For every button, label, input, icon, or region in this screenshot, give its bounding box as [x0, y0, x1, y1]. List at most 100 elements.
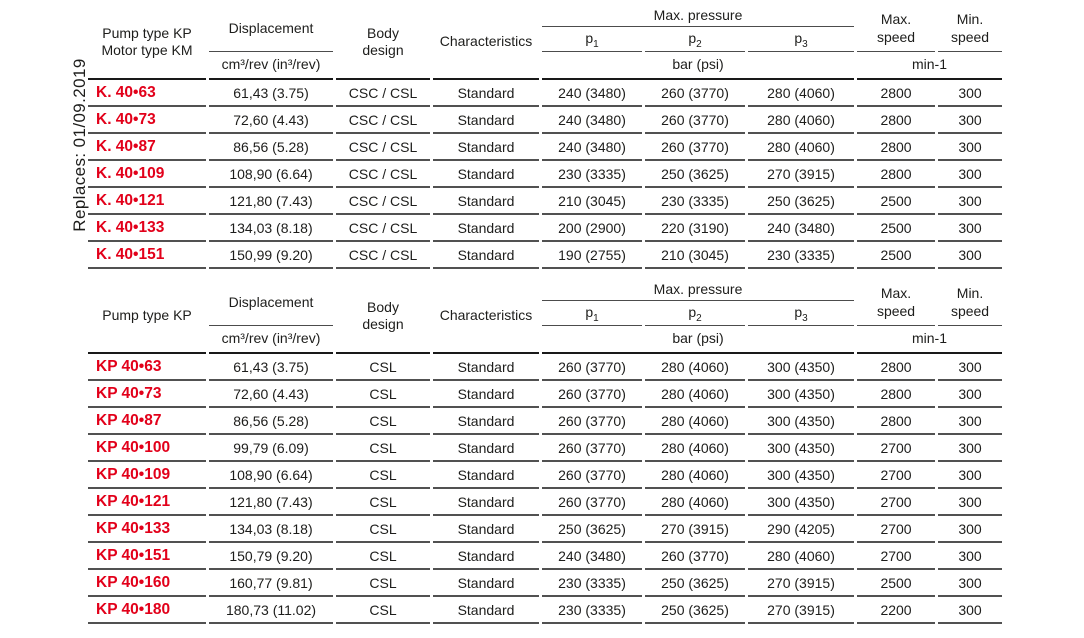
cell-p1: 260 (3770): [542, 354, 642, 381]
col-header-p1: p1: [542, 301, 642, 326]
col-header-pump-type-line1: Pump type KP: [102, 24, 192, 41]
cell-p1: 240 (3480): [542, 543, 642, 570]
cell-type: K. 40•121: [88, 188, 206, 215]
cell-min-speed: 300: [938, 80, 1003, 107]
cell-characteristics: Standard: [433, 215, 539, 242]
cell-min-speed: 300: [938, 597, 1003, 624]
cell-characteristics: Standard: [433, 570, 539, 597]
cell-type: K. 40•151: [88, 242, 206, 269]
cell-characteristics: Standard: [433, 354, 539, 381]
col-header-p3: p3: [748, 301, 855, 326]
col-header-max-pressure: Max. pressure: [542, 280, 855, 301]
cell-p1: 250 (3625): [542, 516, 642, 543]
cell-displacement: 121,80 (7.43): [209, 489, 333, 516]
cell-min-speed: 300: [938, 489, 1003, 516]
cell-characteristics: Standard: [433, 543, 539, 570]
cell-type: KP 40•73: [88, 381, 206, 408]
cell-max-speed: 2800: [857, 408, 936, 435]
cell-characteristics: Standard: [433, 242, 539, 269]
cell-p2: 280 (4060): [645, 435, 745, 462]
cell-characteristics: Standard: [433, 462, 539, 489]
cell-body: CSL: [336, 597, 430, 624]
cell-max-speed: 2700: [857, 489, 936, 516]
cell-p2: 260 (3770): [645, 80, 745, 107]
cell-min-speed: 300: [938, 408, 1003, 435]
cell-p3: 240 (3480): [748, 215, 855, 242]
cell-p3: 300 (4350): [748, 408, 855, 435]
unit-displacement: cm³/rev (in³/rev): [209, 52, 333, 80]
cell-p3: 270 (3915): [748, 570, 855, 597]
cell-p1: 260 (3770): [542, 462, 642, 489]
table-row: KP 40•160 160,77 (9.81) CSL Standard 230 (33…: [88, 570, 1003, 597]
cell-min-speed: 300: [938, 543, 1003, 570]
cell-p1: 260 (3770): [542, 408, 642, 435]
cell-type: KP 40•151: [88, 543, 206, 570]
table-row: KP 40•63 61,43 (3.75) CSL Standard 260 (3770…: [88, 354, 1003, 381]
cell-min-speed: 300: [938, 354, 1003, 381]
table-row: K. 40•133 134,03 (8.18) CSC / CSL Standard 2…: [88, 215, 1003, 242]
col-header-p2: p2: [645, 301, 745, 326]
unit-displacement: cm³/rev (in³/rev): [209, 326, 333, 354]
table-row: KP 40•151 150,79 (9.20) CSL Standard 240 (34…: [88, 543, 1003, 570]
col-header-min-speed: Min. speed: [938, 6, 1003, 52]
col-header-pump-type: Pump type KP Motor type KM: [88, 6, 206, 80]
cell-body: CSC / CSL: [336, 188, 430, 215]
cell-p2: 280 (4060): [645, 408, 745, 435]
cell-min-speed: 300: [938, 435, 1003, 462]
table-body: KP 40•63 61,43 (3.75) CSL Standard 260 (3770…: [88, 354, 1003, 624]
cell-max-speed: 2500: [857, 188, 936, 215]
cell-min-speed: 300: [938, 462, 1003, 489]
cell-characteristics: Standard: [433, 161, 539, 188]
cell-p3: 290 (4205): [748, 516, 855, 543]
cell-min-speed: 300: [938, 134, 1003, 161]
table-row: K. 40•73 72,60 (4.43) CSC / CSL Standard 240…: [88, 107, 1003, 134]
cell-max-speed: 2800: [857, 107, 936, 134]
cell-p2: 280 (4060): [645, 354, 745, 381]
col-header-body-design: Body design: [336, 6, 430, 80]
cell-type: KP 40•100: [88, 435, 206, 462]
cell-min-speed: 300: [938, 107, 1003, 134]
cell-characteristics: Standard: [433, 597, 539, 624]
cell-displacement: 180,73 (11.02): [209, 597, 333, 624]
cell-max-speed: 2800: [857, 134, 936, 161]
cell-min-speed: 300: [938, 188, 1003, 215]
cell-p2: 260 (3770): [645, 134, 745, 161]
unit-speed-min-1: min-1: [857, 52, 1003, 80]
unit-pressure-bar-psi: bar (psi): [542, 326, 855, 354]
cell-characteristics: Standard: [433, 408, 539, 435]
cell-max-speed: 2800: [857, 161, 936, 188]
table-row: KP 40•180 180,73 (11.02) CSL Standard 230 (3…: [88, 597, 1003, 624]
col-header-max-speed: Max. speed: [857, 6, 936, 52]
cell-body: CSL: [336, 462, 430, 489]
cell-max-speed: 2800: [857, 354, 936, 381]
col-header-displacement: Displacement: [209, 280, 333, 326]
cell-characteristics: Standard: [433, 134, 539, 161]
cell-p3: 280 (4060): [748, 80, 855, 107]
cell-type: KP 40•87: [88, 408, 206, 435]
col-header-characteristics: Characteristics: [433, 6, 539, 80]
cell-p3: 250 (3625): [748, 188, 855, 215]
cell-p1: 260 (3770): [542, 489, 642, 516]
col-header-pump-type: Pump type KP: [88, 280, 206, 354]
cell-displacement: 86,56 (5.28): [209, 134, 333, 161]
cell-max-speed: 2800: [857, 80, 936, 107]
cell-p3: 230 (3335): [748, 242, 855, 269]
cell-p3: 300 (4350): [748, 435, 855, 462]
cell-type: KP 40•160: [88, 570, 206, 597]
cell-displacement: 121,80 (7.43): [209, 188, 333, 215]
cell-p1: 230 (3335): [542, 161, 642, 188]
table-row: KP 40•87 86,56 (5.28) CSL Standard 260 (3770…: [88, 408, 1003, 435]
cell-type: KP 40•180: [88, 597, 206, 624]
cell-characteristics: Standard: [433, 381, 539, 408]
cell-min-speed: 300: [938, 161, 1003, 188]
cell-min-speed: 300: [938, 215, 1003, 242]
col-header-p1: p1: [542, 27, 642, 52]
cell-displacement: 150,79 (9.20): [209, 543, 333, 570]
cell-displacement: 134,03 (8.18): [209, 516, 333, 543]
col-header-p2: p2: [645, 27, 745, 52]
spec-tables: Pump type KP Motor type KM Displacement …: [85, 6, 1005, 624]
cell-max-speed: 2700: [857, 462, 936, 489]
table-row: K. 40•121 121,80 (7.43) CSC / CSL Standard 2…: [88, 188, 1003, 215]
cell-p3: 280 (4060): [748, 543, 855, 570]
cell-p2: 220 (3190): [645, 215, 745, 242]
